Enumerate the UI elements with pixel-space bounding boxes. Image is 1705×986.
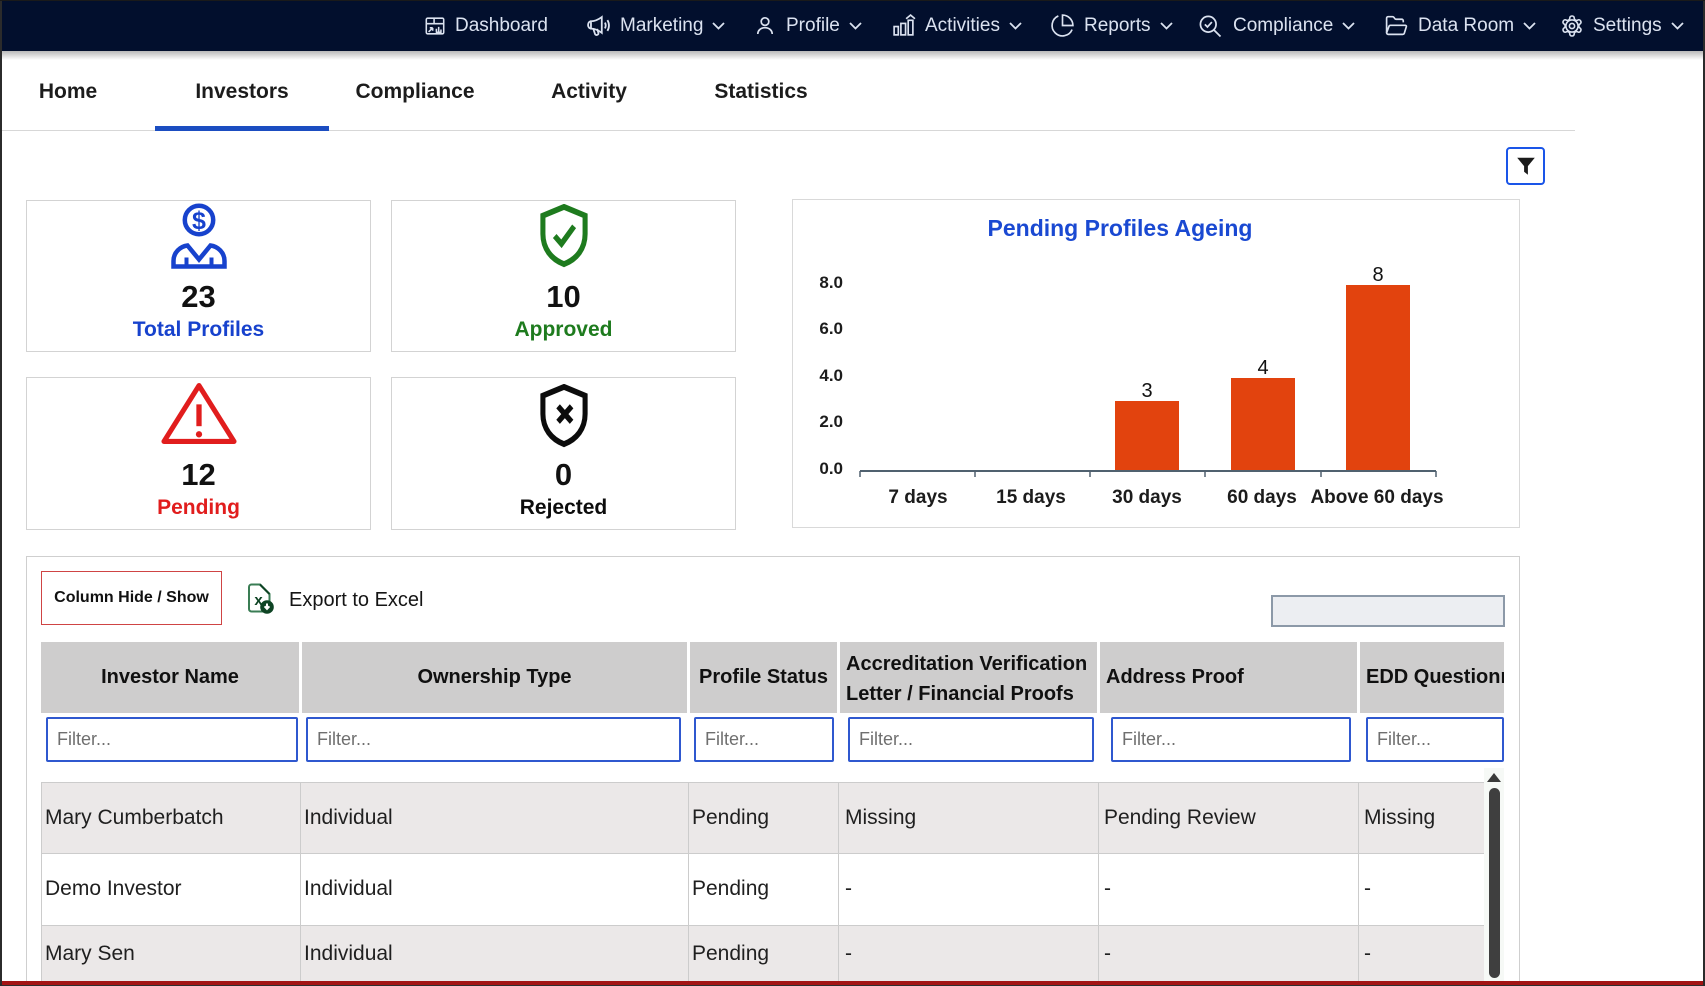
svg-text:2.0: 2.0 xyxy=(819,412,843,431)
svg-text:0.0: 0.0 xyxy=(819,459,843,478)
svg-text:8.0: 8.0 xyxy=(819,273,843,292)
svg-text:6.0: 6.0 xyxy=(819,319,843,338)
svg-text:$: $ xyxy=(192,207,206,235)
svg-text:15 days: 15 days xyxy=(996,487,1066,508)
svg-text:8: 8 xyxy=(1372,264,1383,286)
svg-text:3: 3 xyxy=(1141,380,1152,402)
svg-text:60 days: 60 days xyxy=(1227,487,1297,508)
svg-text:7 days: 7 days xyxy=(888,487,947,508)
svg-text:4.0: 4.0 xyxy=(819,366,843,385)
svg-text:x: x xyxy=(254,592,263,609)
svg-text:Above 60 days: Above 60 days xyxy=(1310,487,1443,508)
svg-text:Pending Profiles Ageing: Pending Profiles Ageing xyxy=(988,215,1253,241)
svg-text:30 days: 30 days xyxy=(1112,487,1182,508)
svg-text:4: 4 xyxy=(1257,357,1268,379)
